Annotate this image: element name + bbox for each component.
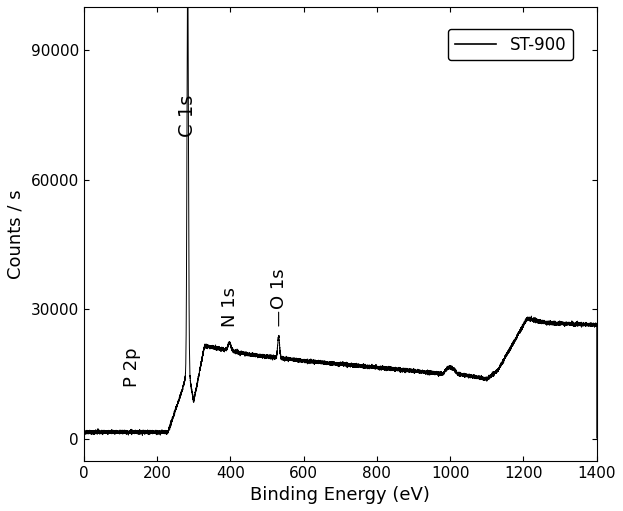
Text: P 2p: P 2p bbox=[123, 347, 141, 387]
Text: C 1s: C 1s bbox=[178, 94, 197, 136]
Y-axis label: Counts / s: Counts / s bbox=[7, 189, 25, 278]
X-axis label: Binding Energy (eV): Binding Energy (eV) bbox=[250, 486, 430, 504]
Legend: ST-900: ST-900 bbox=[448, 29, 573, 60]
Text: N 1s: N 1s bbox=[221, 287, 239, 327]
Text: O 1s: O 1s bbox=[270, 269, 288, 309]
